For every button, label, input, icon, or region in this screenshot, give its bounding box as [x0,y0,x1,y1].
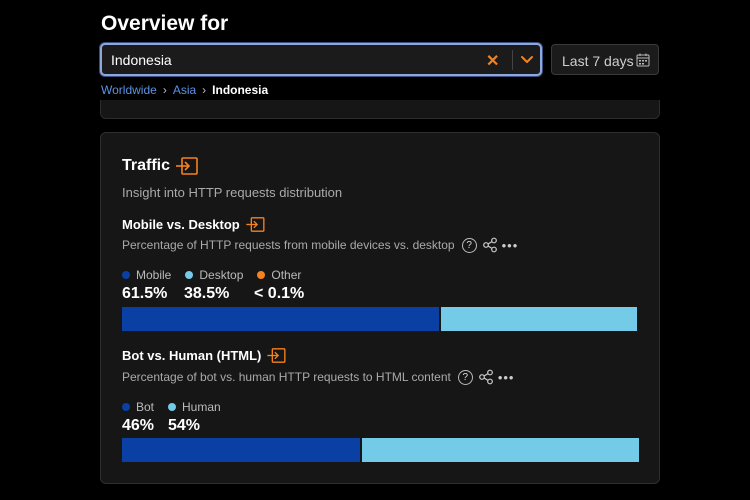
mobile-desktop-description-row: Percentage of HTTP requests from mobile … [122,237,518,253]
legend-item-desktop: Desktop [185,268,243,282]
legend-label: Other [271,268,302,282]
breadcrumb-item-worldwide[interactable]: Worldwide [101,83,157,97]
human-value: 54% [168,417,201,434]
legend-item-human: Human [168,400,221,414]
location-select[interactable]: Indonesia ✕ [100,43,542,76]
expand-icon[interactable] [246,217,265,232]
other-value: < 0.1% [254,285,305,302]
legend-dot [168,403,177,411]
mobile-desktop-legend: Mobile Desktop Other [122,268,315,282]
share-icon[interactable] [482,237,498,253]
mobile-desktop-description: Percentage of HTTP requests from mobile … [122,238,455,252]
legend-label: Human [182,400,221,414]
select-divider [512,50,513,70]
legend-dot [122,403,130,411]
chevron-right-icon: › [162,83,167,97]
desktop-value: 38.5% [184,285,230,302]
help-icon[interactable]: ? [461,237,477,253]
bar-segment-bot [122,438,360,462]
bot-human-bar [122,438,639,462]
chevron-right-icon: › [202,83,207,97]
traffic-title-row: Traffic [122,157,198,175]
more-icon[interactable]: ••• [501,237,519,253]
legend-label: Desktop [199,268,244,282]
expand-icon[interactable] [267,348,286,363]
legend-item-other: Other [257,268,301,282]
previous-card [100,100,660,119]
help-icon[interactable]: ? [457,369,473,385]
legend-dot [185,271,194,279]
page-title: Overview for [101,12,229,35]
traffic-title: Traffic [122,157,171,174]
bot-human-legend: Bot Human [122,400,235,414]
bot-human-description-row: Percentage of bot vs. human HTTP request… [122,369,514,385]
traffic-description: Insight into HTTP requests distribution [122,185,343,200]
legend-label: Mobile [136,268,172,282]
traffic-card: Traffic Insight into HTTP requests distr… [100,132,660,484]
date-range-button[interactable]: Last 7 days [551,44,659,75]
bar-segment-human [359,438,639,462]
bot-human-title-row: Bot vs. Human (HTML) [122,348,286,363]
legend-dot [122,271,130,279]
expand-icon[interactable] [176,157,198,175]
bot-human-title: Bot vs. Human (HTML) [122,348,262,363]
mobile-desktop-bar [122,307,637,331]
close-icon[interactable]: ✕ [486,53,500,70]
date-range-label: Last 7 days [562,53,634,69]
bot-human-description: Percentage of bot vs. human HTTP request… [122,370,451,384]
legend-label: Bot [136,400,155,414]
legend-dot [257,271,266,279]
more-icon[interactable]: ••• [497,369,515,385]
bar-segment-desktop [438,307,637,331]
share-icon[interactable] [478,369,494,385]
mobile-desktop-title-row: Mobile vs. Desktop [122,217,265,232]
breadcrumb: Worldwide › Asia › Indonesia [101,83,268,97]
calendar-icon [636,53,650,67]
mobile-value: 61.5% [122,285,168,302]
bar-segment-mobile [122,307,439,331]
location-select-value[interactable]: Indonesia [111,52,172,68]
chevron-down-icon[interactable] [519,51,535,67]
mobile-desktop-title: Mobile vs. Desktop [122,217,240,232]
legend-item-mobile: Mobile [122,268,171,282]
legend-item-bot: Bot [122,400,154,414]
bot-value: 46% [122,417,155,434]
breadcrumb-item-asia[interactable]: Asia [172,83,197,97]
breadcrumb-item-current: Indonesia [212,83,269,97]
